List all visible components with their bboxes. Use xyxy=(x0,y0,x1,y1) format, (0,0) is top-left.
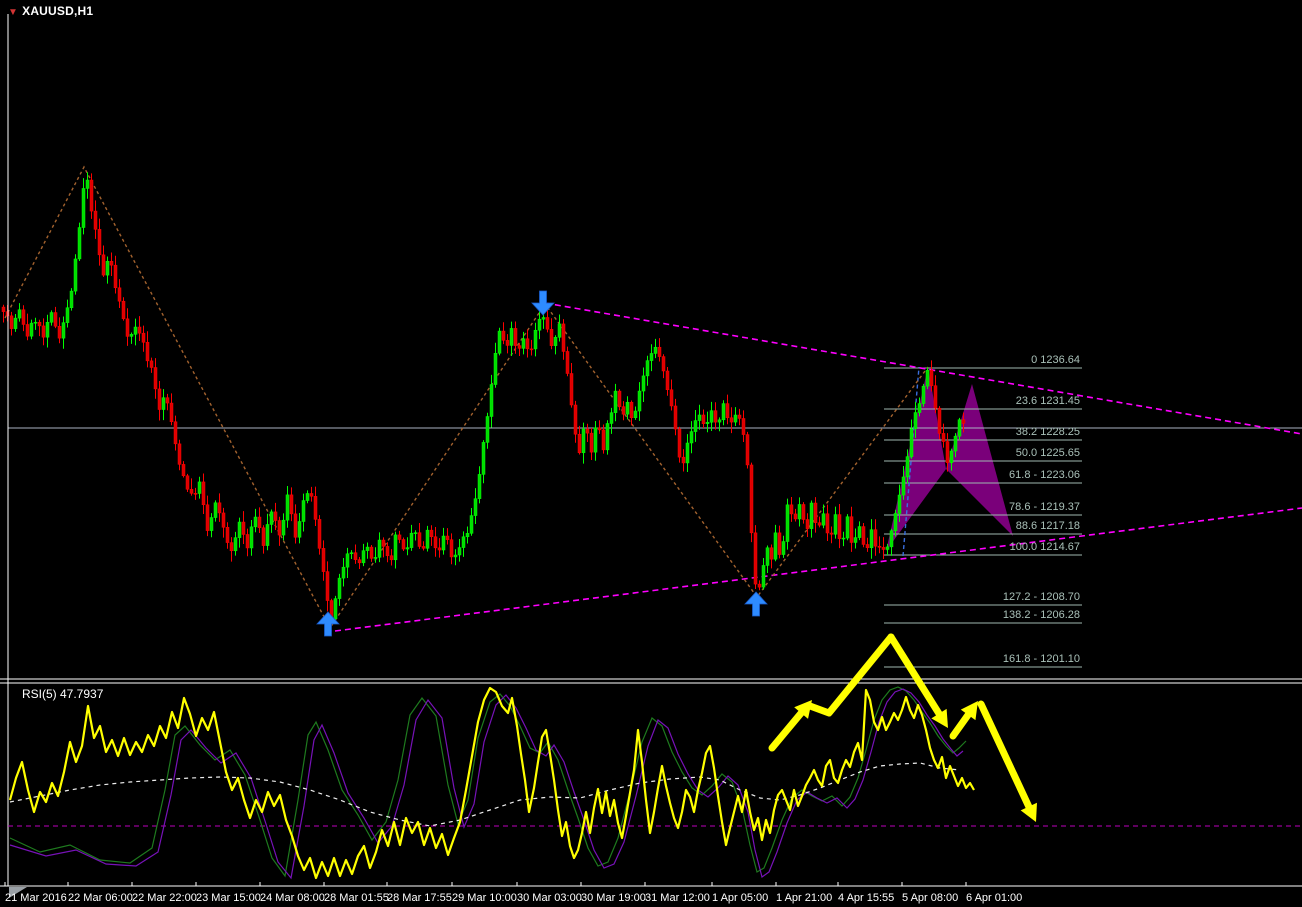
harmonic-pattern[interactable] xyxy=(886,367,1013,551)
fib-level-label-382: 38.2 1228.25 xyxy=(1015,426,1080,438)
rsi-main-line xyxy=(8,686,975,880)
rsi-green-line xyxy=(9,686,967,878)
time-axis-label-9: 30 Mar 19:00 xyxy=(581,892,646,904)
fib-level-label-1382: 138.2 - 1206.28 xyxy=(1002,609,1080,621)
rsi-indicator-label: RSI(5) 47.7937 xyxy=(22,687,104,701)
collapse-triangle-icon[interactable]: ▼ xyxy=(8,7,19,18)
trendline-lower[interactable] xyxy=(334,507,1302,632)
fib-level-label-236: 23.6 1231.45 xyxy=(1015,395,1080,407)
time-axis-label-13: 4 Apr 15:55 xyxy=(838,892,895,904)
fib-level-label-0: 0 1236.64 xyxy=(1031,354,1080,366)
time-axis-label-4: 24 Mar 08:00 xyxy=(260,892,325,904)
blue-guide-line[interactable] xyxy=(902,366,920,557)
time-axis-label-1: 22 Mar 06:00 xyxy=(68,892,133,904)
candlestick-series xyxy=(1,172,966,623)
time-axis-label-14: 5 Apr 08:00 xyxy=(902,892,959,904)
time-axis-label-5: 28 Mar 01:55 xyxy=(324,892,389,904)
fib-level-label-500: 50.0 1225.65 xyxy=(1015,447,1080,459)
signal-arrow-up-2[interactable] xyxy=(744,591,768,617)
fib-level-label-1000: 100.0 1214.67 xyxy=(1009,541,1080,553)
signal-arrow-down-1[interactable] xyxy=(531,290,555,316)
zigzag-line xyxy=(4,165,929,630)
scroll-corner-triangle-icon[interactable] xyxy=(9,887,27,898)
fib-level-label-618: 61.8 - 1223.06 xyxy=(1009,469,1080,481)
fibonacci-retracement[interactable] xyxy=(884,367,1082,668)
fib-level-label-786: 78.6 - 1219.37 xyxy=(1009,501,1080,513)
time-axis-label-15: 6 Apr 01:00 xyxy=(966,892,1023,904)
fib-level-label-1618: 161.8 - 1201.10 xyxy=(1002,653,1080,665)
time-axis-label-12: 1 Apr 21:00 xyxy=(776,892,833,904)
rsi-purple-line xyxy=(9,688,964,880)
trendline-upper[interactable] xyxy=(544,302,1302,435)
time-axis-label-8: 30 Mar 03:00 xyxy=(517,892,582,904)
time-axis-label-3: 23 Mar 15:00 xyxy=(196,892,261,904)
time-axis-label-7: 29 Mar 10:00 xyxy=(452,892,517,904)
forecast-annotation-arrows[interactable] xyxy=(768,633,1037,822)
fib-level-label-1272: 127.2 - 1208.70 xyxy=(1002,591,1080,603)
time-axis-label-2: 22 Mar 22:00 xyxy=(132,892,197,904)
time-axis-label-6: 28 Mar 17:55 xyxy=(387,892,452,904)
fib-level-label-886: 88.6 1217.18 xyxy=(1015,520,1080,532)
signal-arrow-up-0[interactable] xyxy=(316,611,340,637)
chart-title: ▼ XAUUSD,H1 xyxy=(8,4,93,18)
symbol-period-label: XAUUSD,H1 xyxy=(22,4,94,18)
time-axis-label-0: 21 Mar 2016 xyxy=(5,892,67,904)
rsi-signal-line xyxy=(9,762,961,827)
time-axis-label-11: 1 Apr 05:00 xyxy=(712,892,769,904)
time-axis-label-10: 31 Mar 12:00 xyxy=(645,892,710,904)
